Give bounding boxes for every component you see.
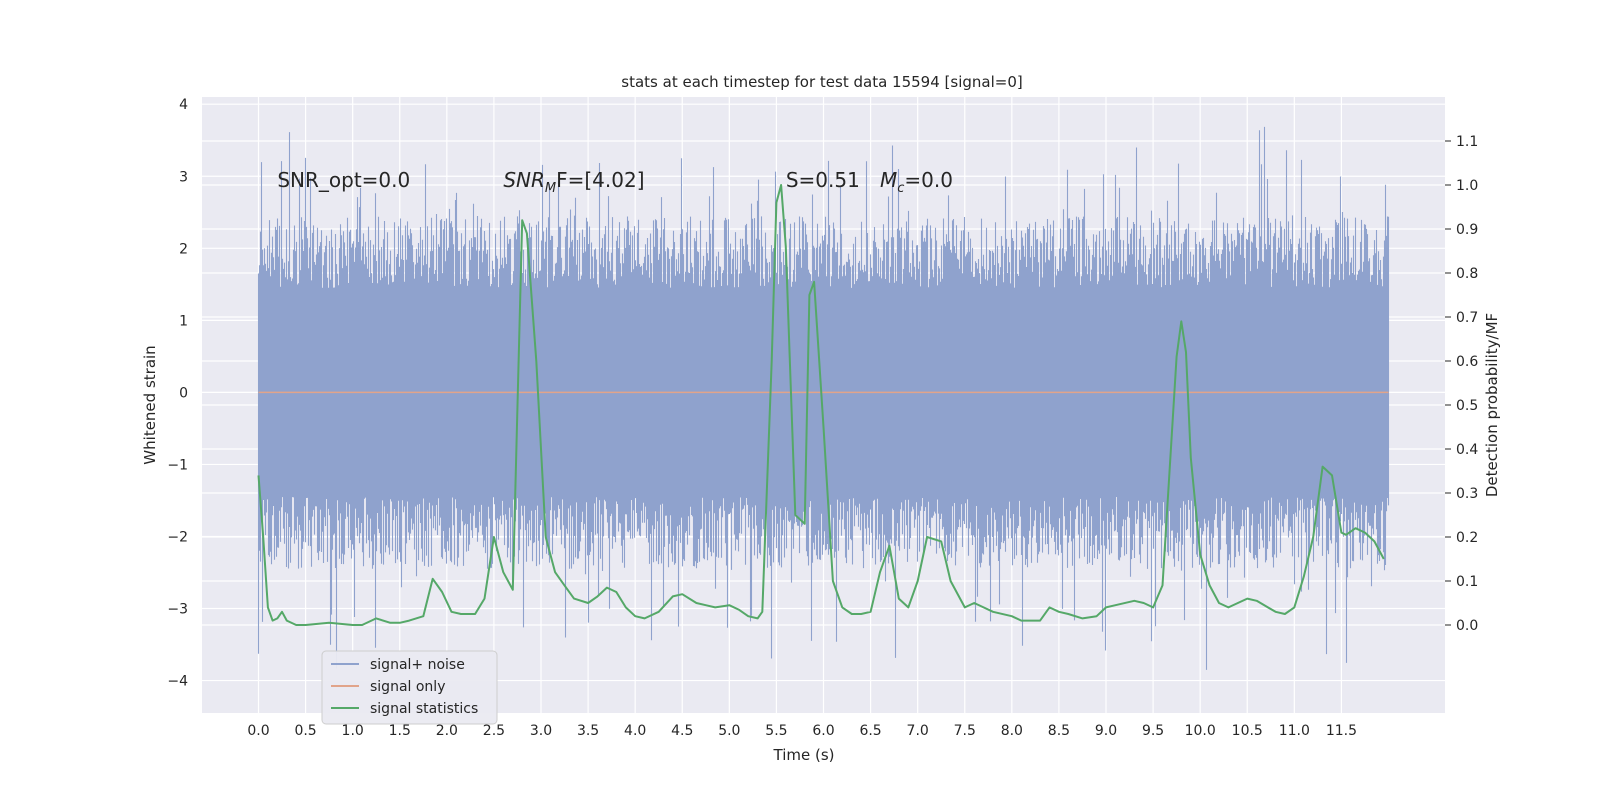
legend: signal+ noise signal only signal statist… bbox=[321, 650, 498, 725]
series-lines bbox=[257, 184, 1389, 626]
legend-label-signal-statistics: signal statistics bbox=[370, 701, 478, 717]
y2-tick-label: 0.7 bbox=[1456, 310, 1478, 326]
legend-label-signal-only: signal only bbox=[370, 679, 445, 695]
x-tick-label: 11.5 bbox=[1326, 723, 1357, 739]
annotation-3: Mc=0.0 bbox=[880, 168, 953, 196]
x-tick-label: 8.0 bbox=[1001, 723, 1023, 739]
signal-statistics-line bbox=[257, 184, 1385, 626]
x-tick-label: 8.5 bbox=[1048, 723, 1070, 739]
y2-tick-label: 1.1 bbox=[1456, 134, 1478, 150]
x-tick-label: 5.5 bbox=[765, 723, 787, 739]
y2-tick-label: 0.6 bbox=[1456, 354, 1478, 370]
y-tick-label: 4 bbox=[179, 97, 188, 113]
y2-tick-label: 0.8 bbox=[1456, 266, 1478, 282]
x-tick-label: 2.0 bbox=[436, 723, 458, 739]
tick-labels: 0.0 0.5 1.0 1.5 2.0 2.5 3.0 3.5 4.0 4.5 5.0 5.5 6.0 6… bbox=[167, 97, 1478, 739]
y2-tick-label: 0.0 bbox=[1456, 618, 1478, 634]
x-tick-label: 1.5 bbox=[389, 723, 411, 739]
x-tick-label: 0.5 bbox=[294, 723, 316, 739]
annotation-0: SNR_opt=0.0 bbox=[277, 168, 410, 192]
x-tick-label: 6.5 bbox=[859, 723, 881, 739]
x-axis-label: Time (s) bbox=[773, 746, 835, 764]
y-tick-label: −4 bbox=[167, 674, 188, 690]
y2-tick-label: 0.1 bbox=[1456, 574, 1478, 590]
x-tick-label: 6.0 bbox=[812, 723, 834, 739]
noise-trace bbox=[257, 126, 1390, 670]
y-tick-label: 2 bbox=[179, 241, 188, 257]
series-signal-noise bbox=[257, 126, 1390, 670]
y2-tick-label: 0.5 bbox=[1456, 398, 1478, 414]
x-tick-label: 7.0 bbox=[907, 723, 929, 739]
x-tick-label: 11.0 bbox=[1279, 723, 1310, 739]
x-tick-label: 0.0 bbox=[247, 723, 269, 739]
annotations: SNR_opt=0.0 SNRMF=[4.02] S=0.51 Mc=0.0 bbox=[277, 168, 953, 196]
legend-box bbox=[321, 650, 498, 725]
x-tick-label: 4.5 bbox=[671, 723, 693, 739]
y-tick-label: −2 bbox=[167, 529, 188, 545]
y-tick-label: 0 bbox=[179, 385, 188, 401]
x-tick-label: 3.5 bbox=[577, 723, 599, 739]
y2-axis-label: Detection probability/MF bbox=[1483, 313, 1501, 497]
y-tick-label: −1 bbox=[167, 457, 188, 473]
chart-title: stats at each timestep for test data 155… bbox=[621, 73, 1022, 91]
y2-tick-label: 0.4 bbox=[1456, 442, 1478, 458]
legend-label-signal-noise: signal+ noise bbox=[370, 657, 465, 673]
y-tick-label: 3 bbox=[179, 169, 188, 185]
x-tick-label: 10.5 bbox=[1232, 723, 1263, 739]
y-tick-label: 1 bbox=[179, 313, 188, 329]
x-tick-label: 1.0 bbox=[342, 723, 364, 739]
x-tick-label: 9.0 bbox=[1095, 723, 1117, 739]
y2-tick-label: 0.9 bbox=[1456, 222, 1478, 238]
x-tick-label: 10.0 bbox=[1185, 723, 1216, 739]
x-tick-label: 2.5 bbox=[483, 723, 505, 739]
x-tick-label: 9.5 bbox=[1142, 723, 1164, 739]
x-tick-label: 3.0 bbox=[530, 723, 552, 739]
x-tick-label: 4.0 bbox=[624, 723, 646, 739]
y2-tick-label: 0.3 bbox=[1456, 486, 1478, 502]
y-tick-label: −3 bbox=[167, 602, 188, 618]
x-tick-label: 7.5 bbox=[954, 723, 976, 739]
x-tick-label: 5.0 bbox=[718, 723, 740, 739]
y2-tick-label: 0.2 bbox=[1456, 530, 1478, 546]
y2-tick-label: 1.0 bbox=[1456, 178, 1478, 194]
annotation-2: S=0.51 bbox=[786, 168, 860, 192]
annotation-1: SNRMF=[4.02] bbox=[503, 168, 644, 196]
y-axis-label: Whitened strain bbox=[141, 345, 159, 464]
